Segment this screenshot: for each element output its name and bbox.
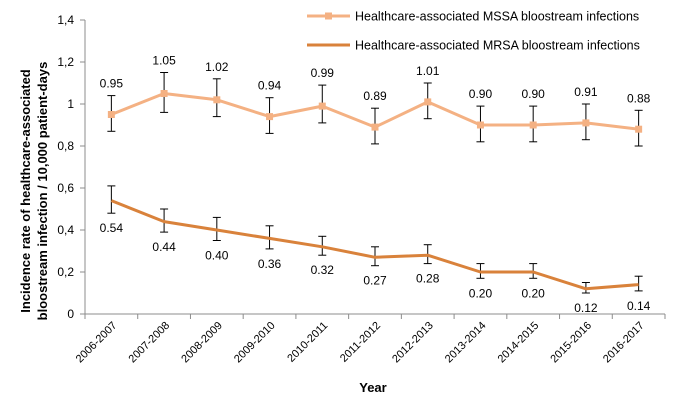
- y-tick-label: 1: [67, 97, 74, 111]
- series-2-data-label: 0.40: [205, 249, 229, 263]
- y-tick-label: 0: [67, 307, 74, 321]
- series-1-point: [582, 119, 590, 127]
- series-1-data-label: 1.05: [152, 54, 176, 68]
- data-labels: 0.95 1.05 1.02 0.94 0.99 0.89 1.01 0.90 0.90 0.91…: [100, 54, 651, 316]
- x-tick-label: 2007-2008: [127, 320, 173, 366]
- series-1-point: [635, 125, 643, 133]
- series-1-point: [213, 96, 221, 104]
- y-axis-title-line2: bloostream infection / 10,000 patient-da…: [35, 62, 50, 321]
- series-1-data-label: 0.94: [258, 79, 282, 93]
- x-axis-title: Year: [359, 380, 386, 395]
- y-tick-label: 0,4: [57, 223, 74, 237]
- series-2-data-label: 0.14: [627, 299, 651, 313]
- y-axis-title-line1: Incidence rate of healthcare-associated: [18, 69, 33, 313]
- legend-label-2: Healthcare-associated MRSA bloostream in…: [355, 39, 640, 53]
- series-2-data-label: 0.44: [152, 240, 176, 254]
- series-2-data-label: 0.32: [311, 263, 335, 277]
- series-1-point: [529, 121, 537, 129]
- x-tick-label: 2008-2009: [179, 320, 225, 366]
- series-1-point: [424, 98, 432, 106]
- series-2-data-label: 0.12: [574, 301, 598, 315]
- series-1-point: [371, 123, 379, 131]
- series-1-point: [160, 90, 168, 97]
- series-2-data-label: 0.28: [416, 272, 440, 286]
- series-1-data-label: 0.88: [627, 91, 651, 105]
- series-1-data-label: 0.95: [100, 77, 124, 91]
- series-1-point: [266, 113, 274, 121]
- y-tick-label: 0,8: [57, 139, 74, 153]
- y-tick-label: 1,4: [57, 13, 74, 27]
- series-1-data-label: 1.01: [416, 64, 440, 78]
- x-tick-label: 2010-2011: [285, 320, 330, 365]
- legend-marker-1: [325, 12, 332, 20]
- series-2-data-label: 0.54: [100, 221, 124, 235]
- series-1-point: [476, 121, 484, 129]
- x-tick-label: 2011-2012: [338, 320, 383, 365]
- series-2-data-label: 0.20: [522, 286, 546, 300]
- x-tick-label: 2015-2016: [548, 320, 594, 366]
- legend-label-1: Healthcare-associated MSSA bloostream in…: [355, 10, 639, 24]
- y-tick-label: 0,2: [57, 265, 74, 279]
- series-1-data-label: 1.02: [205, 60, 229, 74]
- series-2-data-label: 0.20: [469, 286, 493, 300]
- series-1-data-label: 0.89: [363, 89, 387, 103]
- y-tick-label: 0,6: [57, 181, 74, 195]
- series-1-point: [318, 102, 326, 110]
- series-line-2: [110, 199, 639, 291]
- error-bars: [107, 72, 643, 294]
- x-tick-label: 2014-2015: [496, 320, 542, 366]
- y-tick-label: 1,2: [57, 55, 74, 69]
- x-tick-label: 2012-2013: [390, 320, 436, 366]
- x-tick-label: 2006-2007: [74, 320, 120, 366]
- series-1-point: [107, 111, 115, 118]
- x-tick-label: 2016-2017: [601, 320, 647, 366]
- series-1-data-label: 0.91: [574, 85, 598, 99]
- x-tick-label: 2013-2014: [443, 320, 489, 366]
- series-2-data-label: 0.27: [363, 274, 387, 288]
- series-1-data-label: 0.90: [522, 87, 546, 101]
- y-axis-title: Incidence rate of healthcare-associated …: [18, 62, 50, 321]
- markers: [107, 90, 643, 133]
- legend: Healthcare-associated MSSA bloostream in…: [307, 10, 640, 53]
- series-1-data-label: 0.90: [469, 87, 493, 101]
- series-1-data-label: 0.99: [311, 66, 335, 80]
- x-tick-label: 2009-2010: [232, 320, 278, 366]
- series-2-data-label: 0.36: [258, 257, 282, 271]
